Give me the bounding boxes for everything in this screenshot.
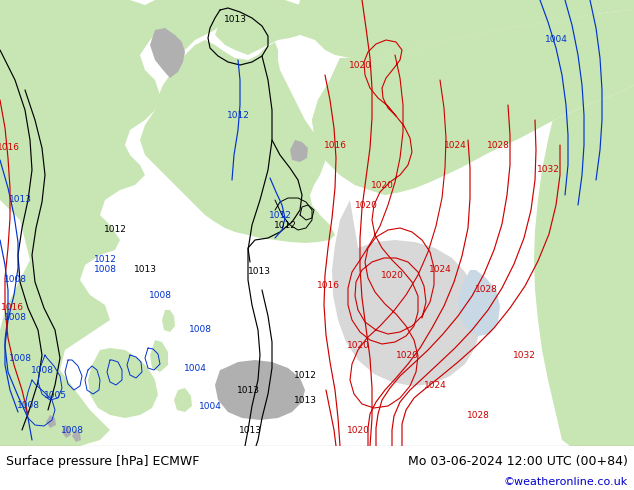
Text: 1008: 1008 <box>30 366 53 374</box>
Text: 1013: 1013 <box>134 266 157 274</box>
Text: 1004: 1004 <box>198 401 221 411</box>
Text: 1032: 1032 <box>536 166 559 174</box>
Text: 1028: 1028 <box>467 411 489 419</box>
Polygon shape <box>542 5 550 16</box>
Polygon shape <box>290 140 308 162</box>
Text: 1008: 1008 <box>148 291 172 299</box>
Polygon shape <box>557 10 565 22</box>
Polygon shape <box>88 348 158 418</box>
Text: 1013: 1013 <box>236 386 259 394</box>
Polygon shape <box>332 200 480 386</box>
Text: 1016: 1016 <box>1 303 23 313</box>
Polygon shape <box>587 5 596 18</box>
Polygon shape <box>150 340 168 372</box>
Text: 1008: 1008 <box>188 325 212 335</box>
Text: 1004: 1004 <box>184 364 207 372</box>
Text: 1020: 1020 <box>347 341 370 349</box>
Text: 1020: 1020 <box>354 200 377 210</box>
Text: 1032: 1032 <box>512 350 536 360</box>
Polygon shape <box>145 0 230 55</box>
Polygon shape <box>458 270 500 336</box>
Text: 1028: 1028 <box>475 286 498 294</box>
Text: 1020: 1020 <box>349 60 372 70</box>
Text: 1016: 1016 <box>316 280 339 290</box>
Text: 1008: 1008 <box>93 266 117 274</box>
Polygon shape <box>312 10 634 195</box>
Polygon shape <box>215 0 315 55</box>
Text: 1020: 1020 <box>396 350 418 360</box>
Polygon shape <box>22 436 38 446</box>
Text: 1024: 1024 <box>429 266 451 274</box>
Polygon shape <box>0 0 160 446</box>
Text: 1005: 1005 <box>44 391 67 399</box>
Polygon shape <box>46 415 56 428</box>
Text: 1013: 1013 <box>294 395 316 405</box>
Polygon shape <box>22 378 62 440</box>
Polygon shape <box>525 8 537 20</box>
Text: 1008: 1008 <box>4 314 27 322</box>
Text: 1013: 1013 <box>238 425 261 435</box>
Text: 1013: 1013 <box>224 16 247 24</box>
Text: 1012: 1012 <box>103 225 126 235</box>
Polygon shape <box>162 310 175 332</box>
Polygon shape <box>140 40 335 243</box>
Polygon shape <box>72 430 81 442</box>
Text: 1012: 1012 <box>269 211 292 220</box>
Text: 1012: 1012 <box>226 111 249 120</box>
Text: 1012: 1012 <box>273 220 297 229</box>
Text: 1004: 1004 <box>545 35 567 45</box>
Polygon shape <box>174 388 192 412</box>
Polygon shape <box>62 425 71 438</box>
Text: ©weatheronline.co.uk: ©weatheronline.co.uk <box>503 477 628 487</box>
Text: 1013: 1013 <box>8 196 32 204</box>
Text: 1028: 1028 <box>486 141 510 149</box>
Text: 1024: 1024 <box>444 141 467 149</box>
Polygon shape <box>295 0 634 60</box>
Text: 1012: 1012 <box>94 255 117 265</box>
Text: 1024: 1024 <box>424 381 446 390</box>
Text: 1020: 1020 <box>380 270 403 279</box>
Text: 1013: 1013 <box>247 268 271 276</box>
Polygon shape <box>505 5 518 18</box>
Text: Mo 03-06-2024 12:00 UTC (00+84): Mo 03-06-2024 12:00 UTC (00+84) <box>408 455 628 468</box>
Text: 1008: 1008 <box>60 425 84 435</box>
Text: 1016: 1016 <box>0 144 20 152</box>
Text: 1016: 1016 <box>323 141 347 149</box>
Text: 1008: 1008 <box>4 275 27 285</box>
Text: 1020: 1020 <box>370 180 394 190</box>
Text: 1008: 1008 <box>16 400 39 410</box>
Text: 1020: 1020 <box>347 425 370 435</box>
Polygon shape <box>572 3 580 15</box>
Polygon shape <box>312 10 634 446</box>
Polygon shape <box>215 360 305 420</box>
Text: Surface pressure [hPa] ECMWF: Surface pressure [hPa] ECMWF <box>6 455 200 468</box>
Text: 1008: 1008 <box>8 353 32 363</box>
Polygon shape <box>150 28 185 78</box>
Text: 1012: 1012 <box>294 370 316 379</box>
